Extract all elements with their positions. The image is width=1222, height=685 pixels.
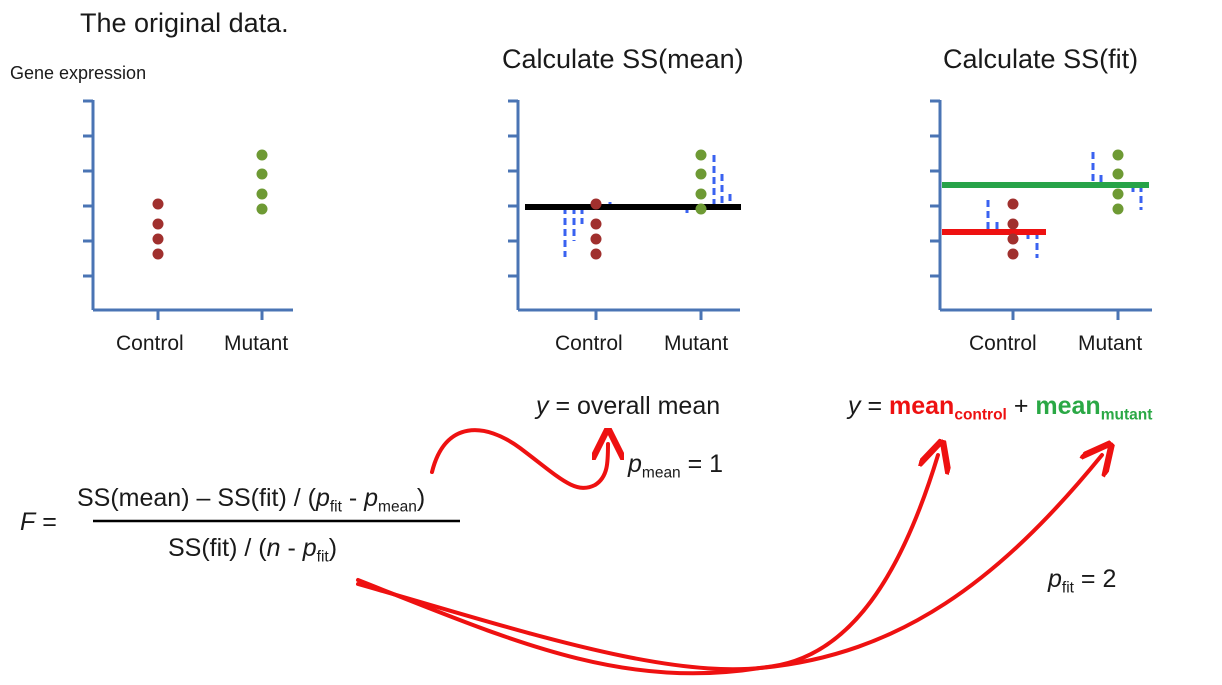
panel2-tick-mutant: Mutant bbox=[664, 332, 729, 355]
panel1-axes bbox=[83, 99, 293, 320]
mutant-point bbox=[256, 188, 268, 200]
control-point bbox=[1007, 198, 1019, 210]
arrow-pmean bbox=[430, 430, 608, 490]
panel3-title: Calculate SS(fit) bbox=[943, 44, 1139, 74]
mutant-point bbox=[695, 168, 707, 180]
panel1-mutant-points bbox=[256, 149, 268, 215]
panel3-mutant-points bbox=[1112, 149, 1124, 215]
panel2-control-points bbox=[590, 198, 602, 260]
control-point bbox=[1007, 233, 1019, 245]
mutant-point bbox=[256, 149, 268, 161]
panel2-title: Calculate SS(mean) bbox=[502, 44, 744, 74]
panel1-tick-control: Control bbox=[116, 332, 184, 355]
mutant-point bbox=[1112, 188, 1124, 200]
f-numerator: SS(mean) – SS(fit) / (pfit - pmean) bbox=[77, 484, 426, 516]
control-point bbox=[152, 198, 164, 210]
mutant-point bbox=[695, 188, 707, 200]
mutant-point bbox=[1112, 203, 1124, 215]
panel2-mutant-points bbox=[695, 149, 707, 215]
mutant-point bbox=[695, 203, 707, 215]
panel1-control-points bbox=[152, 198, 164, 260]
panel2-axes bbox=[508, 99, 740, 320]
panel3-tick-mutant: Mutant bbox=[1078, 332, 1143, 355]
red-arrows bbox=[356, 430, 1102, 676]
mutant-point bbox=[256, 203, 268, 215]
control-point bbox=[590, 218, 602, 230]
f-lhs: F = bbox=[20, 508, 57, 536]
p-mean-label: pmean = 1 bbox=[628, 450, 724, 482]
arrow-pfit-control bbox=[356, 455, 938, 672]
panel3-control-points bbox=[1007, 198, 1019, 260]
control-point bbox=[590, 233, 602, 245]
p-fit-label: pfit = 2 bbox=[1048, 565, 1117, 597]
panel-ss-fit bbox=[930, 99, 1152, 320]
mean-mutant-term: meanmutant bbox=[1035, 392, 1153, 424]
mean-control-term: meancontrol bbox=[889, 392, 1007, 424]
panel-original-data bbox=[83, 99, 293, 320]
control-point bbox=[590, 248, 602, 260]
mutant-point bbox=[256, 168, 268, 180]
panel-ss-mean bbox=[508, 99, 741, 320]
control-point bbox=[590, 198, 602, 210]
control-point bbox=[152, 248, 164, 260]
mutant-point bbox=[1112, 149, 1124, 161]
control-point bbox=[152, 233, 164, 245]
fit-model-equation: y = meancontrol + meanmutant bbox=[848, 392, 1153, 424]
control-point bbox=[1007, 218, 1019, 230]
panel1-tick-mutant: Mutant bbox=[224, 332, 289, 355]
mutant-point bbox=[1112, 168, 1124, 180]
panel2-tick-control: Control bbox=[555, 332, 623, 355]
control-point bbox=[1007, 248, 1019, 260]
arrow-pfit-mutant bbox=[356, 455, 1102, 676]
page-title: The original data. bbox=[80, 8, 289, 38]
y-axis-label: Gene expression bbox=[10, 63, 147, 83]
panel3-residuals bbox=[986, 152, 1143, 258]
panel3-tick-control: Control bbox=[969, 332, 1037, 355]
f-denominator: SS(fit) / (n - pfit) bbox=[168, 534, 338, 566]
control-point bbox=[152, 218, 164, 230]
panel3-axes bbox=[930, 99, 1152, 320]
mutant-point bbox=[695, 149, 707, 161]
mean-model-equation: y = overall mean bbox=[536, 392, 721, 420]
